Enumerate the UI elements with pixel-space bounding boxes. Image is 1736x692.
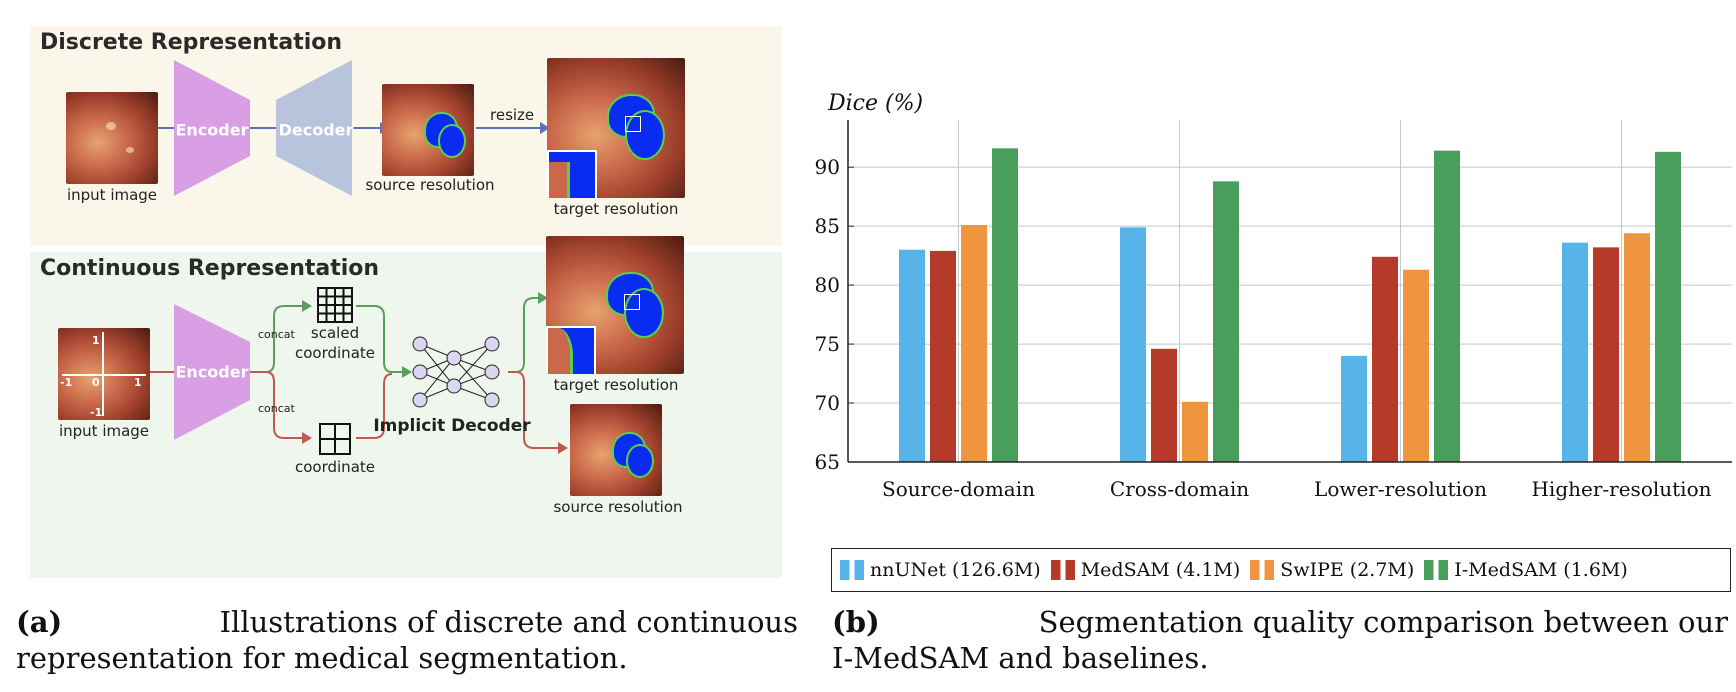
discrete-encoder-label: Encoder [175, 120, 249, 140]
implicit-decoder-label: Implicit Decoder [373, 416, 531, 436]
discrete-target-image [547, 58, 685, 198]
discrete-input-caption: input image [66, 186, 158, 204]
bar [1120, 227, 1146, 462]
axis-tick: 0 [92, 376, 100, 389]
legend-swatch [1050, 560, 1075, 580]
bar [1151, 348, 1177, 462]
legend-item: I-MedSAM (1.6M) [1424, 559, 1628, 581]
caption-a-line2: representation for medical segmentation. [16, 641, 628, 675]
chart-legend: nnUNet (126.6M) MedSAM (4.1M) SwIPE (2.7M)… [831, 548, 1731, 592]
coordinate-grid-icon [319, 423, 351, 455]
discrete-target-caption: target resolution [553, 200, 679, 218]
caption-a-tag: (a) [16, 605, 63, 639]
y-tick-label: 65 [815, 450, 840, 474]
scaled-label: scaled [310, 324, 360, 342]
legend-item: nnUNet (126.6M) [840, 559, 1041, 581]
caption-b-tag: (b) [832, 605, 880, 639]
y-tick-label: 75 [815, 332, 840, 356]
dice-bar-chart: 65 70 75 80 85 90 Source-domain Cross-domain Low… [815, 91, 1732, 501]
panel-a-illustration: Discrete Representation Continuous Repre… [30, 26, 782, 578]
coordinate-label: coordinate [294, 458, 376, 476]
concat-top-label: concat [258, 328, 295, 341]
bar [1403, 269, 1429, 462]
y-tick-label: 90 [815, 155, 840, 179]
discrete-title: Discrete Representation [40, 30, 343, 55]
continuous-source-image [570, 404, 662, 496]
bar [899, 249, 925, 462]
bar [1372, 256, 1398, 462]
discrete-decoder-shape [276, 60, 352, 196]
bar [1434, 150, 1460, 462]
scaled-coordinate-label: coordinate [294, 344, 376, 362]
axis-tick: -1 [90, 406, 103, 419]
bar [1562, 242, 1588, 462]
axis-tick: -1 [60, 376, 73, 389]
y-axis-label: Dice (%) [827, 91, 923, 116]
continuous-encoder-shape [174, 304, 250, 440]
continuous-target-image [546, 236, 684, 374]
bar [1182, 401, 1208, 462]
x-tick-label: Source-domain [882, 477, 1035, 501]
continuous-source-caption: source resolution [553, 498, 683, 516]
scaled-coordinate-grid-icon [317, 287, 353, 323]
discrete-source-image [382, 84, 474, 176]
discrete-decoder-label: Decoder [278, 120, 354, 140]
bar [1655, 151, 1681, 462]
continuous-target-caption: target resolution [553, 376, 679, 394]
legend-label: MedSAM (4.1M) [1080, 559, 1241, 581]
legend-swatch [1424, 560, 1449, 580]
x-tick-label: Lower-resolution [1314, 477, 1487, 501]
continuous-encoder-label: Encoder [175, 362, 249, 382]
legend-swatch [1250, 560, 1275, 580]
x-tick-label: Higher-resolution [1531, 477, 1711, 501]
concat-bottom-label: concat [258, 402, 295, 415]
continuous-input-caption: input image [58, 422, 150, 440]
legend-label: SwIPE (2.7M) [1280, 559, 1415, 581]
x-tick-label: Cross-domain [1110, 477, 1249, 501]
implicit-decoder-network [412, 336, 500, 408]
legend-swatch [840, 560, 864, 580]
continuous-input-image: 1 1 -1 0 -1 [58, 328, 150, 420]
flow-diagram [148, 60, 635, 455]
y-tick-label: 70 [815, 391, 840, 415]
axis-tick: 1 [92, 334, 100, 347]
legend-label: nnUNet (126.6M) [870, 559, 1041, 581]
y-tick-label: 80 [815, 273, 840, 297]
discrete-input-image [66, 92, 158, 184]
discrete-source-caption: source resolution [365, 176, 495, 194]
discrete-encoder-shape [174, 60, 250, 196]
bar [961, 224, 987, 462]
legend-item: SwIPE (2.7M) [1250, 559, 1414, 581]
bar [992, 148, 1018, 462]
bar [1213, 181, 1239, 462]
bar [1341, 355, 1367, 462]
axis-tick: 1 [134, 376, 142, 389]
bar [930, 250, 956, 462]
bar [1624, 233, 1650, 462]
caption-b: (b) Segmentation quality comparison betw… [832, 604, 1728, 676]
legend-label: I-MedSAM (1.6M) [1454, 559, 1628, 581]
legend-item: MedSAM (4.1M) [1050, 559, 1241, 581]
y-tick-label: 85 [815, 214, 840, 238]
bar [1593, 247, 1619, 462]
caption-a-line1: Illustrations of discrete and continuous [219, 605, 798, 639]
continuous-title: Continuous Representation [40, 256, 380, 281]
caption-b-line1: Segmentation quality comparison between … [1038, 605, 1728, 639]
resize-label: resize [490, 106, 535, 124]
caption-b-line2: I-MedSAM and baselines. [832, 641, 1209, 675]
caption-a: (a) Illustrations of discrete and contin… [16, 604, 798, 676]
